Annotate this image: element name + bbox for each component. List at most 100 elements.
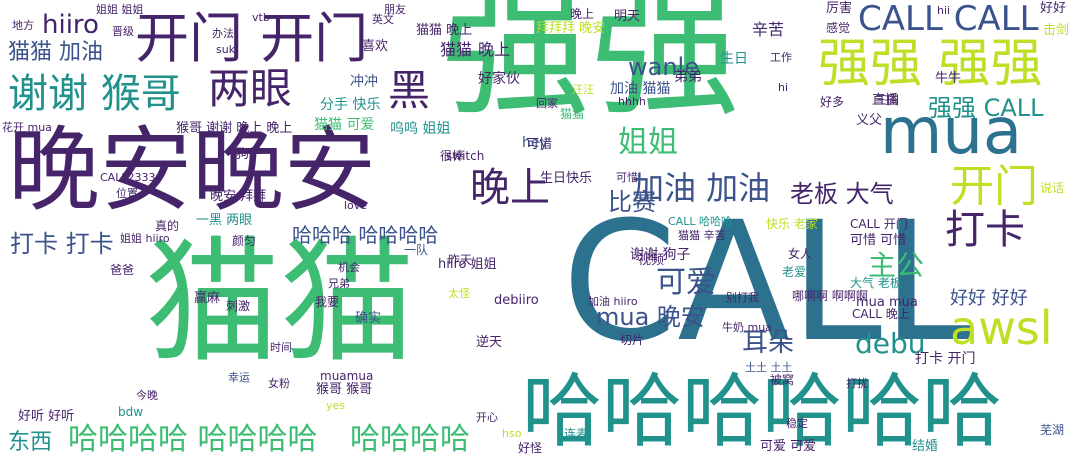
word-124: 连麦	[564, 427, 589, 441]
word-78: 逆天	[476, 335, 503, 350]
word-24: mua 晚安	[596, 303, 705, 331]
word-8: 两眼	[208, 64, 293, 113]
word-137: suki	[216, 43, 239, 56]
word-42: 明天	[614, 9, 641, 24]
word-49: 狗子	[236, 147, 263, 162]
word-99: 晚上	[570, 7, 595, 21]
word-98: 拜拜拜 晚安	[536, 21, 606, 36]
word-63: 老爱	[782, 265, 807, 279]
word-65: 快乐 老家	[766, 217, 818, 231]
word-41: 弟弟	[674, 69, 702, 85]
word-46: 猫猫 可爱	[314, 117, 375, 133]
word-88: 厉害	[826, 1, 853, 16]
word-34: 好好 好好	[950, 288, 1028, 309]
word-27: 哈哈哈哈 哈哈哈哈	[68, 422, 318, 457]
word-37: 加油 猫猫	[610, 81, 671, 97]
word-3: CALL	[562, 186, 974, 378]
word-1: 猫猫	[145, 224, 415, 381]
word-56: 谢谢 狗子	[630, 247, 691, 263]
word-9: 黑	[388, 66, 431, 115]
word-91: 说话	[1040, 181, 1065, 195]
word-86: 三国	[875, 93, 900, 107]
word-13: 加油 加油	[632, 169, 771, 207]
word-108: 我要	[315, 295, 340, 309]
word-12: 晚上	[470, 165, 550, 211]
word-69: hiiro 姐姐	[438, 257, 497, 272]
word-23: 可爱	[656, 265, 716, 300]
word-44: 冲冲	[350, 74, 378, 90]
word-35: 晚上	[478, 40, 511, 59]
word-60: 大气 老板	[850, 276, 902, 290]
word-138: 英文	[372, 13, 394, 26]
word-72: 太怪	[448, 287, 470, 300]
word-75: 别打我	[726, 291, 759, 304]
word-131: 位置	[116, 187, 138, 200]
word-14: 开门	[950, 161, 1038, 212]
word-6: 开门 开门	[135, 7, 369, 70]
word-85: 好多	[820, 95, 845, 109]
word-87: 感觉	[826, 21, 851, 35]
word-5: 强强 强强	[818, 34, 1043, 94]
word-51: 一黑 两眼	[196, 213, 253, 228]
word-93: hi	[778, 81, 789, 94]
word-113: 时间	[270, 341, 292, 354]
word-92: 工作	[770, 51, 792, 64]
word-68: 猫猫 辛苦	[678, 229, 726, 242]
word-122: hso	[502, 427, 522, 440]
word-77: 切片	[620, 333, 645, 347]
word-79: 土土 土土	[745, 361, 793, 374]
word-95: 回家	[536, 97, 558, 110]
word-50: 晚安 拜拜	[210, 189, 267, 204]
word-22: 比赛	[608, 188, 656, 216]
word-130: CALL2333	[100, 171, 156, 184]
word-36: 猫猫	[440, 40, 473, 59]
word-102: switch	[446, 149, 485, 163]
word-100: 猫猫 晚上	[416, 23, 473, 38]
word-40: 生日	[720, 51, 748, 67]
word-101: 很棒	[440, 149, 465, 163]
word-118: 今晚	[136, 389, 158, 402]
word-47: 呜呜 姐姐	[390, 121, 451, 137]
word-121: 开心	[476, 411, 498, 424]
word-82: 打卡 开门	[915, 351, 976, 367]
word-67: CALL 哈哈哈	[668, 215, 732, 228]
word-28: 哈哈哈哈	[350, 422, 470, 457]
word-18: 主公	[868, 249, 925, 282]
word-7: mua	[880, 95, 1023, 169]
word-76: 牛奶 mua	[722, 321, 772, 334]
word-97: hhhh	[618, 95, 646, 108]
word-143: 可惜	[616, 171, 638, 184]
word-134: 晋级	[112, 25, 134, 38]
word-71: 昨天	[448, 253, 473, 267]
word-58: 女人	[788, 247, 813, 261]
word-132: 地方	[12, 19, 34, 32]
word-54: hey	[522, 135, 548, 151]
word-126: 可爱 可爱	[760, 439, 817, 454]
word-80: 被窝	[770, 373, 795, 387]
word-117: bdw	[118, 405, 144, 419]
word-140: love	[344, 199, 368, 212]
word-139: 朋友	[384, 3, 406, 16]
word-26: 打卡 打卡	[10, 230, 114, 258]
word-20: 姐姐	[618, 125, 678, 160]
word-129: 猫猫	[560, 107, 585, 121]
word-70: 一队	[404, 243, 429, 257]
word-119: 好听 好听	[18, 409, 75, 424]
word-111: muamua	[320, 369, 374, 383]
word-110: 猴哥 猴哥	[316, 382, 373, 397]
word-0: 强强	[440, 0, 741, 137]
word-120: yes	[326, 399, 346, 412]
word-55: 生日快乐	[540, 171, 593, 186]
word-107: 兄弟	[328, 277, 350, 290]
word-59: 可惜 可惜	[850, 233, 907, 248]
word-11: CALL CALL	[858, 0, 1039, 39]
word-2: 晚安晚安	[8, 117, 377, 224]
word-104: 姐姐 hiiro	[120, 232, 170, 245]
word-74: 加油 hiiro	[588, 295, 638, 308]
word-16: awsl	[950, 301, 1053, 355]
word-61: mua mua	[856, 295, 918, 310]
word-133: 姐姐 姐姐	[96, 3, 144, 16]
word-109: 确实	[355, 311, 382, 326]
word-135: 办法	[212, 27, 234, 40]
